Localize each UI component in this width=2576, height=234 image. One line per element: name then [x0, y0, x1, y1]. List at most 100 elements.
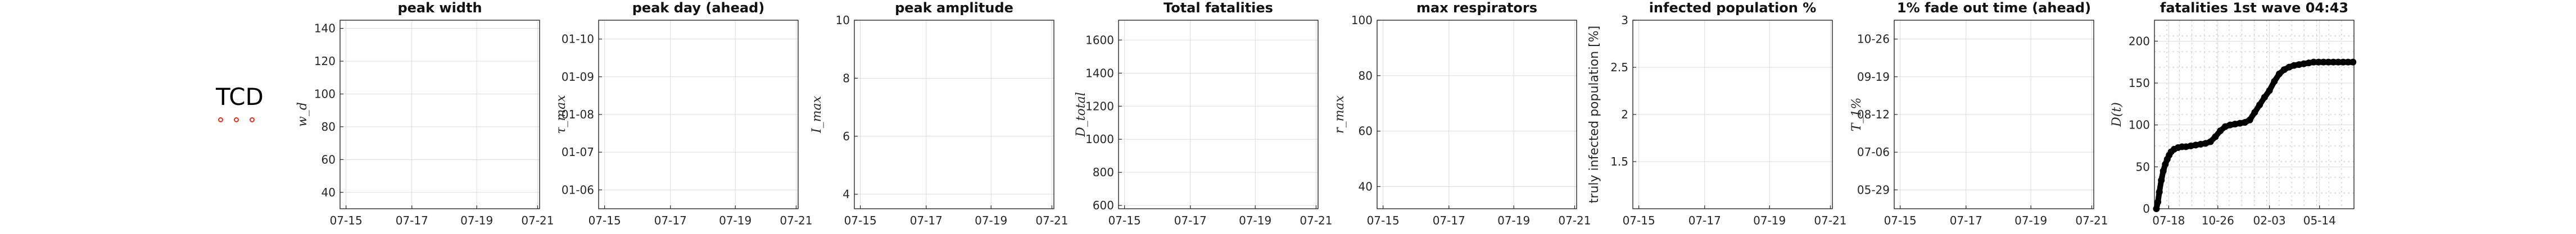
y-tick-label: 01-07: [562, 145, 594, 159]
y-tick-label: 09-19: [1857, 70, 1890, 84]
data-point: [2339, 58, 2347, 66]
y-tick-label: 1600: [1085, 33, 1114, 47]
data-point: [2207, 138, 2214, 145]
subplot-title: peak day (ahead): [632, 0, 764, 16]
subplot-7: 1% fade out time (ahead) 05-29 07-06 08-12 0…: [1850, 0, 2108, 227]
x-tick-label: 07-19: [2014, 214, 2047, 227]
x-tick-label: 07-18: [2152, 214, 2185, 227]
axes-frame: [854, 20, 1054, 209]
subplot-5: max respirators 40 60 80 100 07-15 07-17 07-19 0…: [1333, 0, 1591, 227]
subplot-title: Total fatalities: [1163, 0, 1273, 16]
y-axis-label: T_1%: [1850, 98, 1864, 132]
x-tick-label: 07-19: [1753, 214, 1786, 227]
country-label: TCD: [216, 83, 264, 111]
data-point: [2349, 58, 2357, 66]
x-tick-label: 10-26: [2202, 214, 2234, 227]
data-point: [2251, 109, 2258, 116]
x-tick-label: 07-15: [588, 214, 621, 227]
x-tick-label: 07-19: [975, 214, 1007, 227]
data-point: [2246, 116, 2253, 123]
y-tick-label: 10: [836, 13, 850, 27]
y-axis-label: D_total: [1074, 92, 1088, 137]
x-tick-label: 07-17: [1950, 214, 1982, 227]
y-tick-label: 40: [1359, 180, 1373, 193]
axes-frame: [2154, 20, 2355, 209]
x-tick-label: 07-17: [654, 214, 687, 227]
y-tick-label: 8: [843, 71, 850, 85]
y-axis-label: truly infected population [%]: [1587, 26, 1601, 203]
data-point: [2212, 133, 2219, 140]
data-point: [2335, 58, 2342, 66]
y-tick-label: 60: [1359, 125, 1373, 138]
x-tick-label: 07-17: [1433, 214, 1465, 227]
subplot-6: infected population % 1.5 2 2.5 3 07-15 07-17 0…: [1587, 0, 1847, 227]
y-axis-label: r_max: [1333, 95, 1347, 133]
y-tick-label: 0: [2143, 202, 2150, 215]
data-point: [2261, 94, 2268, 101]
y-tick-label: 01-09: [562, 70, 594, 84]
data-point: [2310, 58, 2317, 66]
x-tick-label: 05-14: [2303, 214, 2336, 227]
y-tick-label: 3: [1621, 13, 1628, 27]
y-tick-label: 2: [1621, 108, 1628, 121]
data-point: [2154, 199, 2162, 206]
y-tick-label: 80: [322, 120, 336, 134]
y-tick-label: 4: [843, 187, 850, 201]
y-tick-label: 01-10: [562, 33, 594, 46]
y-tick-label: 140: [314, 22, 336, 35]
axes-frame: [1118, 20, 1319, 209]
marker-circle: [234, 117, 239, 122]
x-tick-label: 07-15: [1884, 214, 1917, 227]
y-tick-label: 1000: [1085, 132, 1114, 146]
x-tick-label: 07-21: [1300, 214, 1332, 227]
y-tick-label: 01-08: [562, 108, 594, 121]
x-tick-label: 07-19: [460, 214, 493, 227]
x-tick-label: 07-15: [330, 214, 363, 227]
x-tick-label: 07-15: [1108, 214, 1141, 227]
marker-circle: [250, 117, 255, 122]
y-axis-label: I_max: [810, 95, 824, 134]
x-tick-label: 07-21: [1558, 214, 1591, 227]
x-tick-label: 07-17: [396, 214, 428, 227]
x-tick-label: 07-19: [1497, 214, 1530, 227]
subplot-title: 1% fade out time (ahead): [1897, 0, 2091, 16]
x-tick-label: 07-17: [910, 214, 943, 227]
axes-frame: [339, 20, 540, 209]
y-tick-label: 2.5: [1610, 61, 1628, 74]
y-tick-label: 150: [2129, 76, 2150, 90]
data-point: [2315, 58, 2323, 66]
y-tick-label: 600: [1093, 199, 1114, 212]
axes-frame: [1632, 20, 1833, 209]
data-point: [2344, 58, 2352, 66]
y-tick-label: 100: [1351, 13, 1373, 27]
data-point: [2325, 58, 2332, 66]
data-point: [2160, 167, 2167, 175]
data-point: [2256, 101, 2263, 108]
subplot-title: peak amplitude: [895, 0, 1013, 16]
subplot-title: peak width: [397, 0, 482, 16]
y-tick-label: 08-12: [1857, 108, 1890, 121]
x-tick-label: 02-03: [2253, 214, 2286, 227]
data-point: [2158, 177, 2165, 184]
marker-circle: [218, 117, 223, 122]
series-line: [2153, 59, 2356, 212]
x-tick-label: 07-21: [2075, 214, 2108, 227]
y-tick-label: 01-06: [562, 183, 594, 196]
data-point: [2320, 58, 2327, 66]
x-tick-label: 07-21: [1814, 214, 1846, 227]
y-tick-label: 100: [2129, 118, 2150, 132]
x-tick-label: 07-15: [1367, 214, 1400, 227]
y-tick-label: 80: [1359, 69, 1373, 82]
data-point: [2156, 189, 2163, 196]
data-point: [2271, 78, 2278, 85]
y-tick-label: 1.5: [1610, 155, 1628, 168]
x-tick-label: 07-15: [1623, 214, 1655, 227]
y-tick-label: 6: [843, 130, 850, 143]
x-tick-label: 07-21: [780, 214, 812, 227]
y-tick-label: 120: [314, 54, 336, 68]
subplot-3: peak amplitude 4 6 8 10 07-15 07-17 07-19 07-21 I…: [810, 0, 1069, 227]
data-point: [2153, 205, 2160, 212]
subplot-title: max respirators: [1416, 0, 1537, 16]
axes-frame: [1377, 20, 1577, 209]
